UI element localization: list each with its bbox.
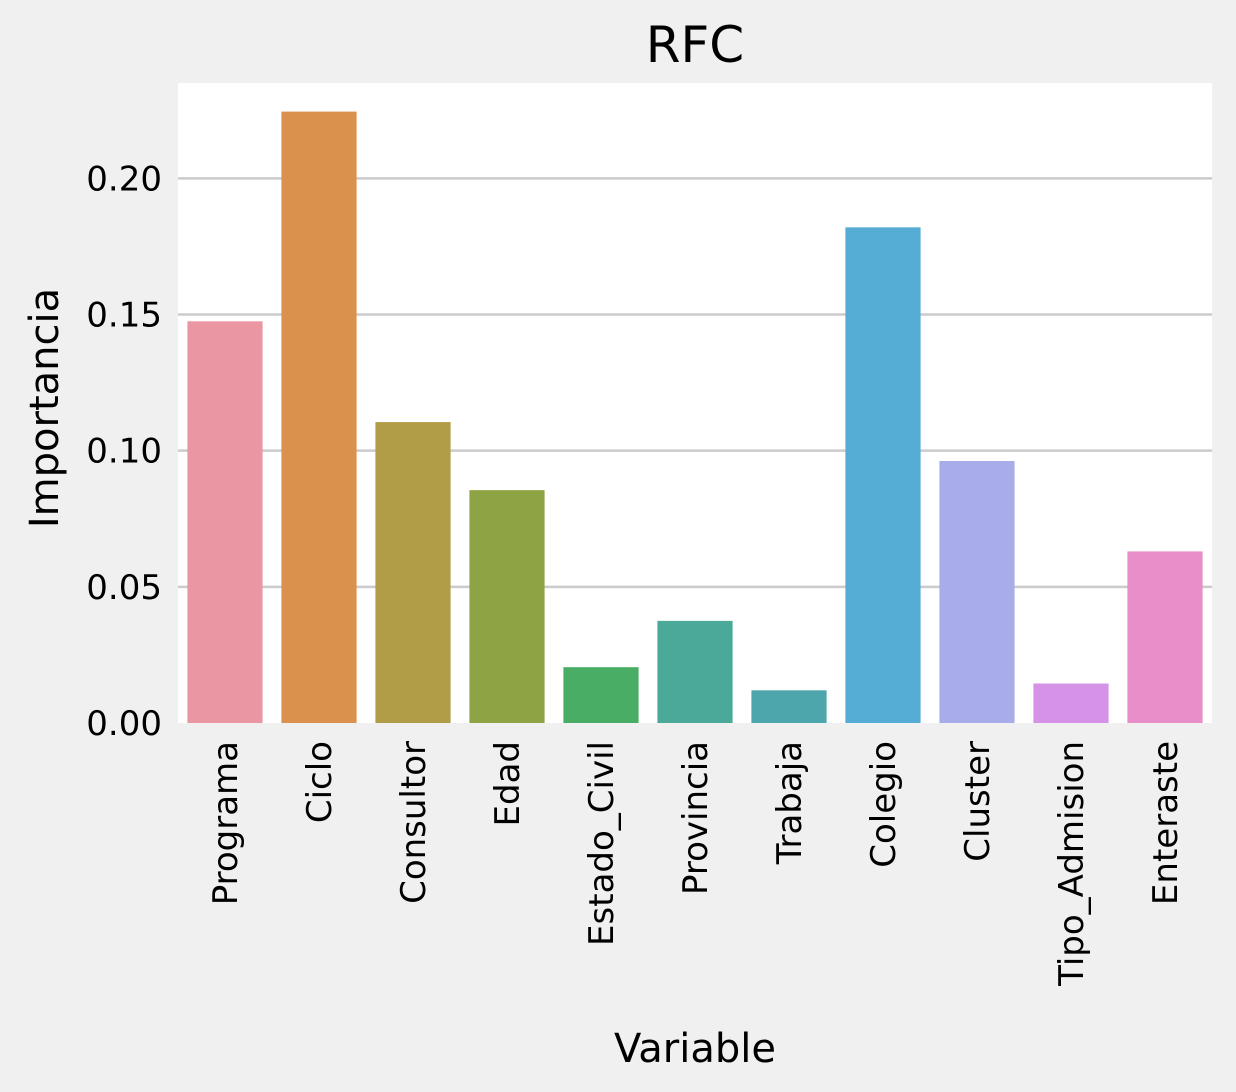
chart-title: RFC [646,16,744,74]
y-tick-label: 0.05 [86,568,162,608]
bars [187,111,1203,723]
y-tick-label: 0.15 [86,295,162,335]
x-tick-label: Cluster [958,741,998,862]
bar-trabaja [751,690,827,723]
x-tick-label: Estado_Civil [582,741,622,946]
x-tick-label: Tipo_Admision [1052,741,1092,987]
y-axis-label: Importancia [22,288,68,528]
y-tick-label: 0.20 [86,159,162,199]
y-tick-label: 0.00 [86,704,162,744]
bar-provincia [657,620,733,723]
bar-programa [187,321,263,723]
x-tick-label: Consultor [394,741,434,904]
y-tick-label: 0.10 [86,432,162,472]
x-tick-label: Edad [488,741,528,826]
y-tick-labels: 0.00 0.05 0.10 0.15 0.20 [86,159,162,744]
x-tick-label: Programa [206,741,246,905]
bar-ciclo [281,111,357,723]
bar-colegio [845,227,921,723]
x-tick-label: Provincia [676,741,716,895]
x-tick-label: Enteraste [1146,741,1186,905]
bar-estado-civil [563,667,639,723]
bar-edad [469,490,545,723]
x-axis-label: Variable [614,1026,776,1072]
x-tick-label: Colegio [864,741,904,868]
x-tick-label: Ciclo [300,741,340,823]
x-tick-labels: Programa Ciclo Consultor Edad Estado_Civil Pr… [206,741,1186,987]
bar-consultor [375,422,451,723]
bar-enteraste [1127,551,1203,723]
x-tick-label: Trabaja [770,741,810,865]
bar-tipo-admision [1033,683,1109,723]
bar-cluster [939,461,1015,723]
